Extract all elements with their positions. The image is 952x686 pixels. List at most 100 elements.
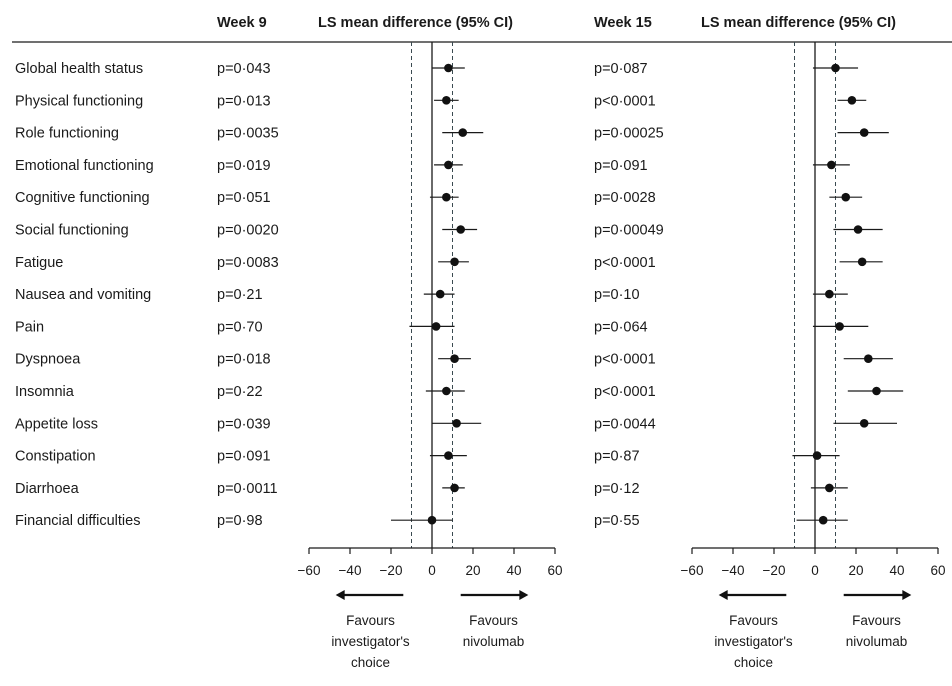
p-value: p=0·013 [217, 93, 271, 109]
point-estimate [825, 289, 834, 299]
arrow-right-head [519, 590, 529, 600]
forest-panel-week15: p=0·087 p<0·0001 p=0·00025 p=0·091 p=0·0028 p… [594, 42, 946, 670]
point-estimate [812, 451, 822, 460]
x-tick-label: −60 [681, 563, 704, 578]
point-estimate [857, 257, 867, 267]
favours-nivolumab-label: Favours [852, 613, 901, 628]
p-value: p=0·064 [594, 319, 648, 335]
arrow-left-head [718, 590, 728, 600]
p-value: p=0·019 [217, 158, 271, 174]
point-estimate [442, 96, 451, 105]
favours-investigator-label: investigator's [714, 634, 793, 649]
outcome-label: Pain [15, 319, 44, 335]
point-estimate [427, 515, 437, 525]
p-value: p=0·87 [594, 449, 640, 465]
favours-nivolumab-label: Favours [469, 613, 518, 628]
point-estimate [847, 96, 857, 105]
point-estimate [450, 257, 459, 267]
point-estimate [450, 483, 459, 493]
point-estimate [442, 192, 451, 202]
p-value: p=0·0020 [217, 223, 279, 239]
p-value: p=0·0083 [217, 255, 279, 271]
favours-investigator-label: choice [351, 655, 390, 670]
p-value: p=0·0044 [594, 416, 656, 432]
p-value: p=0·12 [594, 481, 640, 497]
outcome-labels: Global health status Physical functioning… [15, 61, 154, 529]
p-value: p<0·0001 [594, 352, 656, 368]
p-value: p=0·10 [594, 287, 640, 303]
point-estimate [456, 225, 466, 234]
outcome-label: Fatigue [15, 255, 63, 271]
x-tick-label: −20 [763, 563, 786, 578]
x-tick-label: −40 [722, 563, 745, 578]
arrow-left-head [335, 590, 345, 600]
outcome-label: Role functioning [15, 126, 119, 142]
p-value: p=0·091 [217, 449, 271, 465]
favours-nivolumab-label: nivolumab [463, 634, 525, 649]
point-estimate [872, 386, 881, 396]
header-ls-mean-week9: LS mean difference (95% CI) [318, 15, 513, 31]
outcome-label: Nausea and vomiting [15, 287, 151, 303]
p-value: p=0·0011 [217, 481, 278, 497]
header-week9: Week 9 [217, 15, 267, 31]
outcome-label: Dyspnoea [15, 352, 81, 368]
header-ls-mean-week15: LS mean difference (95% CI) [701, 15, 896, 31]
x-tick-label: 0 [811, 563, 819, 578]
point-estimate [853, 225, 863, 234]
outcome-label: Financial difficulties [15, 513, 140, 529]
p-value: p=0·087 [594, 61, 648, 77]
x-tick-label: 60 [930, 563, 945, 578]
arrow-right-head [902, 590, 912, 600]
point-estimate [431, 322, 441, 331]
p-value: p=0·22 [217, 384, 263, 400]
point-estimate [458, 128, 468, 137]
outcome-label: Insomnia [15, 384, 75, 400]
point-estimate [827, 160, 836, 170]
outcome-label: Appetite loss [15, 416, 98, 432]
p-value: p=0·039 [217, 416, 271, 432]
p-value: p=0·70 [217, 319, 263, 335]
favours-investigator-label: choice [734, 655, 773, 670]
forest-panel-week9: p=0·043 p=0·013 p=0·0035 p=0·019 p=0·051 p=0·… [217, 42, 563, 670]
outcome-label: Diarrhoea [15, 481, 80, 497]
favours-investigator-label: Favours [346, 613, 395, 628]
outcome-label: Constipation [15, 449, 96, 465]
p-value: p=0·55 [594, 513, 640, 529]
p-value: p<0·0001 [594, 255, 656, 271]
point-estimate [444, 63, 453, 73]
point-estimate [450, 354, 459, 364]
point-estimate [835, 322, 844, 331]
x-tick-label: 40 [506, 563, 521, 578]
x-tick-label: 20 [848, 563, 863, 578]
x-tick-label: 0 [428, 563, 436, 578]
outcome-label: Social functioning [15, 223, 129, 239]
point-estimate [864, 354, 873, 364]
outcome-label: Global health status [15, 61, 143, 77]
point-estimate [859, 128, 869, 137]
p-value: p=0·98 [217, 513, 263, 529]
outcome-label: Cognitive functioning [15, 190, 150, 206]
point-estimate [818, 515, 828, 525]
header-week15: Week 15 [594, 15, 652, 31]
p-value: p=0·21 [217, 287, 263, 303]
point-estimate [435, 289, 445, 299]
point-estimate [444, 160, 453, 170]
point-estimate [831, 63, 840, 73]
p-value: p=0·091 [594, 158, 648, 174]
point-estimate [841, 192, 851, 202]
point-estimate [444, 451, 453, 460]
outcome-label: Physical functioning [15, 93, 143, 109]
x-tick-label: 40 [889, 563, 904, 578]
p-value: p<0·0001 [594, 93, 656, 109]
p-value: p=0·00025 [594, 126, 664, 142]
x-tick-label: 20 [465, 563, 480, 578]
favours-nivolumab-label: nivolumab [846, 634, 908, 649]
x-tick-label: 60 [547, 563, 562, 578]
x-tick-label: −60 [298, 563, 321, 578]
point-estimate [442, 386, 451, 396]
point-estimate [859, 419, 869, 428]
point-estimate [452, 419, 461, 428]
p-value: p=0·018 [217, 352, 271, 368]
p-value: p=0·0028 [594, 190, 656, 206]
